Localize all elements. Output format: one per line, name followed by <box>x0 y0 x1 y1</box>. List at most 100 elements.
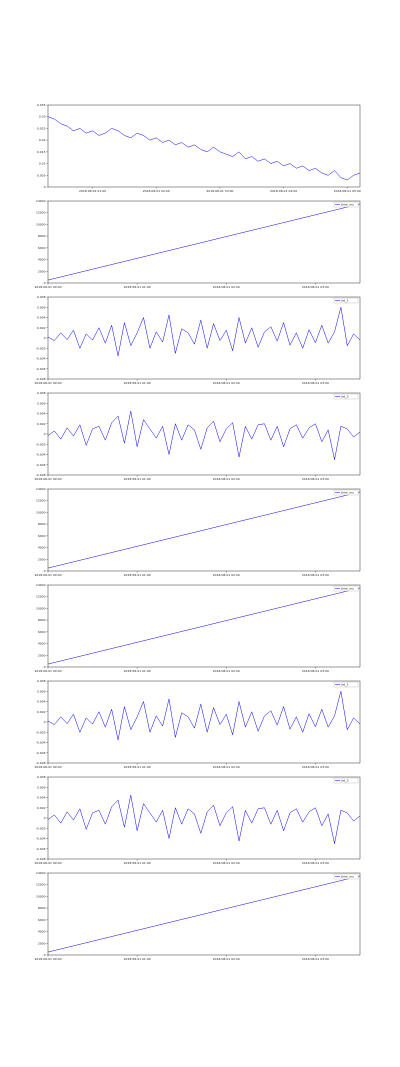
data-line <box>47 794 361 844</box>
data-line <box>47 587 361 665</box>
y-tick-label: 0.03 <box>39 115 46 119</box>
y-tick-label: 0.004 <box>37 412 46 416</box>
x-tick-label: 2018-08-01 01:00 <box>79 189 106 193</box>
x-tick-label: 2018-08-01 00:00 <box>34 765 61 769</box>
y-tick-label: 4000 <box>38 930 46 934</box>
y-tick-label: -0.002 <box>36 346 46 350</box>
y-tick-label: 0.006 <box>37 305 46 309</box>
legend-label: ret_1 <box>341 299 349 303</box>
y-tick-label: 0.02 <box>39 138 46 142</box>
legend-label: time_ms <box>341 875 354 879</box>
y-tick-label: 0 <box>44 281 46 285</box>
legend-label: ret_1 <box>341 683 349 687</box>
y-tick-label: -0.004 <box>36 741 46 745</box>
y-tick-label: 0 <box>44 432 46 436</box>
y-tick-label: 8000 <box>38 618 46 622</box>
y-tick-label: 8000 <box>38 234 46 238</box>
y-tick-label: 0 <box>44 816 46 820</box>
plot-frame <box>47 872 361 956</box>
x-tick-label: 2018-08-01 03:00 <box>302 381 329 385</box>
y-tick-label: 10000 <box>36 510 46 514</box>
y-tick-label: 0.015 <box>37 150 46 154</box>
y-tick-label: 0.002 <box>37 806 46 810</box>
legend-box <box>333 297 359 304</box>
y-tick-label: 0.025 <box>37 126 46 130</box>
y-tick-label: 0.006 <box>37 785 46 789</box>
y-tick-label: -0.004 <box>36 837 46 841</box>
y-tick-label: 0.008 <box>37 391 46 395</box>
x-tick-label: 2018-08-01 00:00 <box>34 861 61 865</box>
plot-frame <box>47 104 361 188</box>
x-tick-label: 2018-08-01 02:00 <box>143 189 170 193</box>
x-tick-label: 2018-08-01 01:00 <box>124 573 151 577</box>
y-tick-label: -0.006 <box>36 751 46 755</box>
y-tick-label: 0 <box>44 720 46 724</box>
data-line <box>47 875 361 953</box>
x-tick-label: 2018-08-01 05:00 <box>334 189 361 193</box>
y-tick-label: 4000 <box>38 642 46 646</box>
y-tick-label: 12000 <box>36 595 46 599</box>
y-tick-label: 0.004 <box>37 316 46 320</box>
legend-box <box>333 393 359 400</box>
y-tick-label: 0 <box>44 569 46 573</box>
legend-label: time_ms <box>341 587 354 591</box>
x-tick-label: 2018-08-01 02:00 <box>213 573 240 577</box>
x-tick-label: 2018-08-01 02:00 <box>213 669 240 673</box>
y-tick-label: 2000 <box>38 653 46 657</box>
y-tick-label: 2000 <box>38 557 46 561</box>
y-tick-label: 0 <box>44 185 46 189</box>
x-tick-label: 2018-08-01 03:00 <box>302 765 329 769</box>
y-tick-label: 0.004 <box>37 796 46 800</box>
legend-label: ret_2 <box>341 395 349 399</box>
x-tick-label: 2018-08-01 03:00 <box>302 477 329 481</box>
x-tick-label: 2018-08-01 02:00 <box>213 285 240 289</box>
x-tick-label: 2018-08-01 01:00 <box>124 957 151 961</box>
y-tick-label: 14000 <box>36 487 46 491</box>
legend-label: time_ms <box>341 491 354 495</box>
y-tick-label: 0.008 <box>37 679 46 683</box>
x-tick-label: 2018-08-01 00:00 <box>34 477 61 481</box>
legend-box <box>333 873 359 880</box>
y-tick-label: 2000 <box>38 941 46 945</box>
x-tick-label: 2018-08-01 01:00 <box>124 861 151 865</box>
y-tick-label: 0.006 <box>37 401 46 405</box>
y-tick-label: 4000 <box>38 258 46 262</box>
y-tick-label: -0.006 <box>36 463 46 467</box>
legend-box <box>333 489 359 496</box>
y-tick-label: -0.002 <box>36 442 46 446</box>
x-tick-label: 2018-08-01 02:00 <box>213 477 240 481</box>
y-tick-label: 0.01 <box>39 162 46 166</box>
legend-box <box>333 585 359 592</box>
x-tick-label: 2018-08-01 04:00 <box>270 189 297 193</box>
x-tick-label: 2018-08-01 02:00 <box>213 381 240 385</box>
x-tick-label: 2018-08-01 00:00 <box>34 573 61 577</box>
y-tick-label: -0.004 <box>36 453 46 457</box>
x-tick-label: 2018-08-01 02:00 <box>213 765 240 769</box>
y-tick-label: 0.002 <box>37 710 46 714</box>
legend-box <box>333 681 359 688</box>
y-tick-label: 2000 <box>38 269 46 273</box>
y-tick-label: 0.004 <box>37 700 46 704</box>
plot-frame <box>47 488 361 572</box>
y-tick-label: 10000 <box>36 606 46 610</box>
data-line <box>47 491 361 569</box>
legend-label: time_ms <box>341 203 354 207</box>
x-tick-label: 2018-08-01 01:00 <box>124 381 151 385</box>
y-tick-label: -0.006 <box>36 367 46 371</box>
plot-frame <box>47 200 361 284</box>
y-tick-label: 12000 <box>36 499 46 503</box>
x-tick-label: 2018-08-01 03:00 <box>302 573 329 577</box>
x-tick-label: 2018-08-01 03:00 <box>302 669 329 673</box>
plot-frame <box>47 584 361 668</box>
x-tick-label: 2018-08-01 00:00 <box>34 285 61 289</box>
y-tick-label: 0.008 <box>37 775 46 779</box>
data-line <box>47 203 361 281</box>
legend-box <box>333 201 359 208</box>
y-tick-label: -0.008 <box>36 473 46 477</box>
x-tick-label: 2018-08-01 02:00 <box>213 957 240 961</box>
y-tick-label: 4000 <box>38 546 46 550</box>
x-tick-label: 2018-08-01 00:00 <box>34 381 61 385</box>
x-tick-label: 2018-08-01 01:00 <box>124 669 151 673</box>
x-tick-label: 2018-08-01 03:00 <box>302 861 329 865</box>
